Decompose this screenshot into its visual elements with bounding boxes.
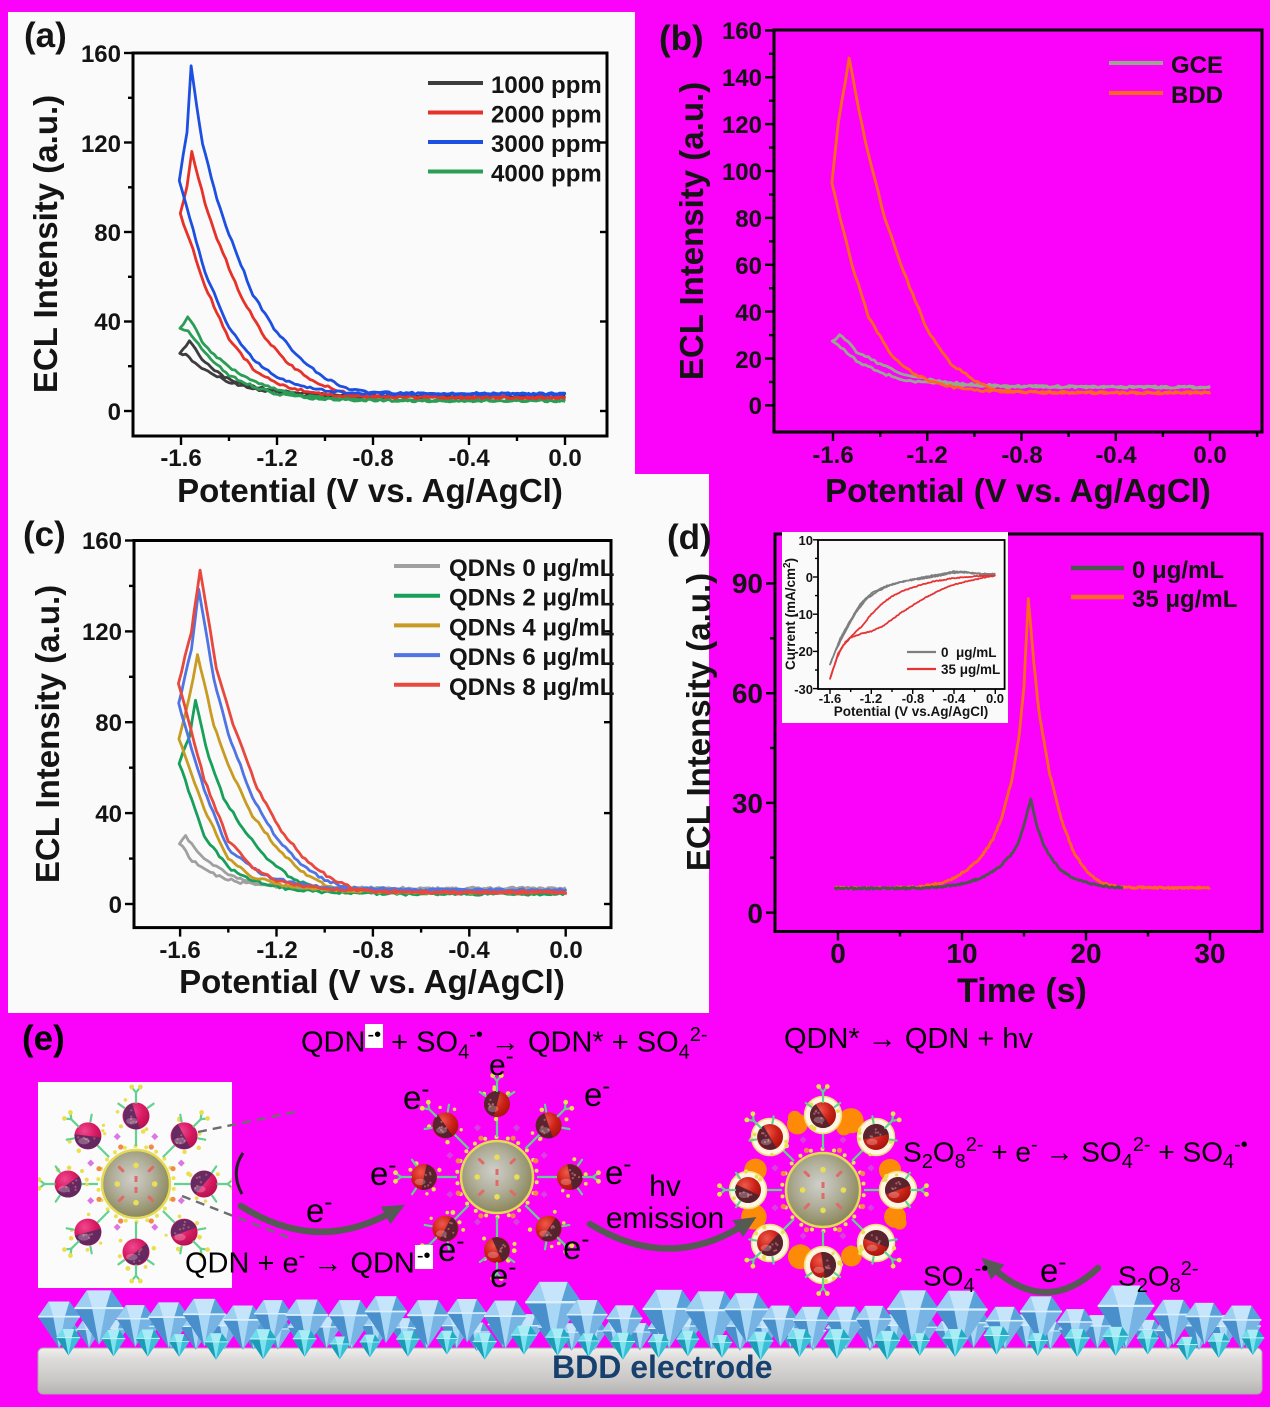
- svg-text:QDNs 0 μg/mL: QDNs 0 μg/mL: [449, 555, 614, 582]
- svg-text:120: 120: [82, 619, 122, 646]
- svg-text:30: 30: [1194, 938, 1225, 969]
- svg-text:QDNs 4 μg/mL: QDNs 4 μg/mL: [449, 614, 614, 641]
- svg-text:ECL Intensity (a.u.): ECL Intensity (a.u.): [680, 573, 717, 871]
- svg-text:ECL Intensity (a.u.): ECL Intensity (a.u.): [27, 95, 64, 393]
- svg-text:60: 60: [735, 253, 762, 280]
- svg-text:0: 0: [749, 393, 762, 420]
- svg-text:120: 120: [722, 112, 762, 139]
- svg-text:30: 30: [732, 788, 763, 819]
- svg-text:35 μg/mL: 35 μg/mL: [941, 662, 1000, 677]
- svg-text:0: 0: [830, 938, 846, 969]
- svg-text:0.0: 0.0: [1193, 442, 1226, 469]
- svg-text:90: 90: [732, 568, 763, 599]
- svg-text:-0.8: -0.8: [902, 691, 924, 706]
- svg-text:Potential (V vs. Ag/AgCl): Potential (V vs. Ag/AgCl): [179, 963, 565, 1000]
- svg-text:0 μg/mL: 0 μg/mL: [941, 645, 997, 660]
- svg-text:3000 ppm: 3000 ppm: [491, 131, 602, 158]
- svg-text:-1.2: -1.2: [256, 937, 297, 964]
- svg-text:-30: -30: [794, 682, 813, 697]
- svg-text:35 μg/mL: 35 μg/mL: [1132, 586, 1237, 613]
- svg-text:40: 40: [94, 309, 121, 336]
- svg-text:QDNs 6 μg/mL: QDNs 6 μg/mL: [449, 644, 614, 671]
- svg-text:40: 40: [95, 801, 122, 828]
- svg-text:20: 20: [1070, 938, 1101, 969]
- svg-text:(b): (b): [659, 19, 704, 58]
- svg-text:40: 40: [735, 300, 762, 327]
- svg-text:Current (mA/cm2): Current (mA/cm2): [782, 558, 798, 670]
- svg-text:-1.6: -1.6: [160, 445, 201, 472]
- svg-text:GCE: GCE: [1171, 52, 1223, 79]
- svg-text:-0.4: -0.4: [943, 691, 966, 706]
- svg-text:10: 10: [946, 938, 977, 969]
- svg-text:-0.4: -0.4: [448, 937, 490, 964]
- svg-text:0 μg/mL: 0 μg/mL: [1132, 557, 1224, 584]
- svg-text:0.0: 0.0: [548, 445, 581, 472]
- svg-text:-1.6: -1.6: [812, 442, 853, 469]
- svg-text:20: 20: [735, 347, 762, 374]
- svg-text:Potential (V vs. Ag/AgCl): Potential (V vs. Ag/AgCl): [825, 472, 1211, 509]
- svg-text:120: 120: [81, 131, 121, 158]
- svg-text:160: 160: [722, 18, 762, 45]
- svg-text:(d): (d): [667, 518, 712, 557]
- svg-text:QDNs 2 μg/mL: QDNs 2 μg/mL: [449, 585, 614, 612]
- svg-text:-1.6: -1.6: [159, 937, 200, 964]
- svg-text:-0.8: -0.8: [352, 937, 393, 964]
- svg-text:1000 ppm: 1000 ppm: [491, 72, 602, 99]
- svg-text:-20: -20: [794, 644, 813, 659]
- svg-text:0: 0: [109, 892, 122, 919]
- svg-text:10: 10: [799, 533, 813, 548]
- svg-text:-0.4: -0.4: [1095, 442, 1137, 469]
- svg-text:4000 ppm: 4000 ppm: [491, 161, 602, 188]
- svg-text:(a): (a): [24, 16, 67, 55]
- svg-text:80: 80: [94, 220, 121, 247]
- svg-text:0.0: 0.0: [986, 691, 1004, 706]
- svg-text:-1.6: -1.6: [819, 691, 841, 706]
- svg-text:Potential (V vs.Ag/AgCl): Potential (V vs.Ag/AgCl): [834, 704, 989, 719]
- svg-text:2000 ppm: 2000 ppm: [491, 102, 602, 129]
- svg-text:160: 160: [81, 41, 121, 68]
- svg-text:0: 0: [108, 399, 121, 426]
- svg-text:Potential (V vs. Ag/AgCl): Potential (V vs. Ag/AgCl): [177, 472, 563, 509]
- svg-text:0: 0: [747, 898, 763, 929]
- svg-text:-0.8: -0.8: [1001, 442, 1042, 469]
- svg-text:80: 80: [735, 206, 762, 233]
- svg-text:-1.2: -1.2: [256, 445, 297, 472]
- svg-text:ECL Intensity (a.u.): ECL Intensity (a.u.): [673, 82, 710, 380]
- svg-text:-0.4: -0.4: [448, 445, 490, 472]
- svg-text:60: 60: [732, 678, 763, 709]
- svg-text:100: 100: [722, 159, 762, 186]
- svg-text:-10: -10: [794, 607, 813, 622]
- svg-text:QDNs 8 μg/mL: QDNs 8 μg/mL: [449, 674, 614, 701]
- svg-text:-1.2: -1.2: [906, 442, 947, 469]
- svg-text:BDD: BDD: [1171, 82, 1223, 109]
- svg-text:(c): (c): [23, 515, 66, 554]
- svg-text:ECL Intensity (a.u.): ECL Intensity (a.u.): [29, 585, 66, 883]
- svg-text:-1.2: -1.2: [860, 691, 882, 706]
- svg-text:140: 140: [722, 65, 762, 92]
- svg-text:160: 160: [82, 528, 122, 555]
- svg-text:Time (s): Time (s): [957, 972, 1087, 1010]
- svg-text:0.0: 0.0: [549, 937, 582, 964]
- svg-text:-0.8: -0.8: [352, 445, 393, 472]
- svg-text:80: 80: [95, 710, 122, 737]
- svg-text:0: 0: [806, 570, 813, 585]
